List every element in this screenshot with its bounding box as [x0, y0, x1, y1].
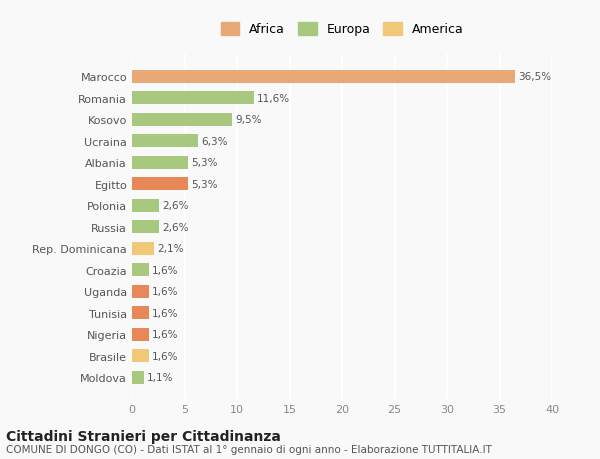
Text: COMUNE DI DONGO (CO) - Dati ISTAT al 1° gennaio di ogni anno - Elaborazione TUTT: COMUNE DI DONGO (CO) - Dati ISTAT al 1° …	[6, 444, 492, 454]
Bar	[132, 285, 149, 298]
Bar	[132, 157, 188, 169]
Bar	[132, 371, 143, 384]
Bar	[132, 92, 254, 105]
Bar	[132, 221, 160, 234]
Text: 1,6%: 1,6%	[152, 330, 178, 339]
Text: 2,6%: 2,6%	[163, 222, 189, 232]
Bar	[132, 242, 154, 255]
Bar	[132, 113, 232, 127]
Text: 36,5%: 36,5%	[518, 72, 551, 82]
Bar	[132, 307, 149, 319]
Bar	[132, 199, 160, 212]
Text: 2,1%: 2,1%	[157, 244, 184, 254]
Bar	[132, 135, 198, 148]
Text: 1,6%: 1,6%	[152, 351, 178, 361]
Bar	[132, 71, 515, 84]
Legend: Africa, Europa, America: Africa, Europa, America	[214, 17, 470, 43]
Text: 1,6%: 1,6%	[152, 265, 178, 275]
Text: 9,5%: 9,5%	[235, 115, 262, 125]
Text: 1,1%: 1,1%	[146, 372, 173, 382]
Text: 2,6%: 2,6%	[163, 201, 189, 211]
Text: Cittadini Stranieri per Cittadinanza: Cittadini Stranieri per Cittadinanza	[6, 429, 281, 443]
Text: 1,6%: 1,6%	[152, 286, 178, 297]
Text: 1,6%: 1,6%	[152, 308, 178, 318]
Bar	[132, 328, 149, 341]
Text: 5,3%: 5,3%	[191, 179, 217, 189]
Bar	[132, 178, 188, 191]
Bar	[132, 263, 149, 276]
Bar	[132, 349, 149, 362]
Text: 5,3%: 5,3%	[191, 158, 217, 168]
Text: 11,6%: 11,6%	[257, 94, 290, 104]
Text: 6,3%: 6,3%	[202, 136, 228, 146]
